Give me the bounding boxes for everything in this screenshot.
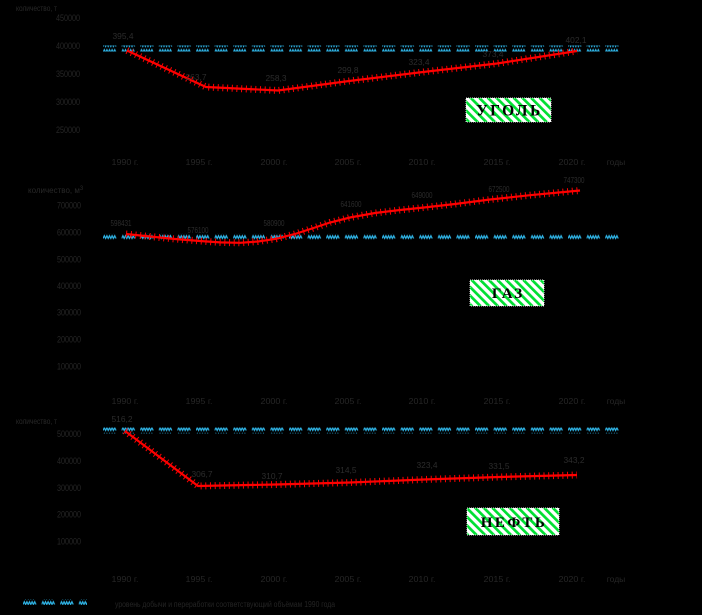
svg-text:2005 г.: 2005 г. [335,396,362,406]
svg-text:2010 г.: 2010 г. [409,396,436,406]
svg-text:500000: 500000 [57,255,81,266]
svg-text:1995 г.: 1995 г. [186,396,213,406]
svg-text:количество, м3: количество, м3 [28,186,84,195]
svg-text:343,2: 343,2 [564,455,585,465]
svg-text:323,4: 323,4 [417,460,438,470]
svg-text:306,7: 306,7 [192,469,213,479]
svg-text:395,4: 395,4 [113,31,134,41]
svg-text:годы: годы [607,574,626,584]
svg-text:2005 г.: 2005 г. [335,157,362,167]
svg-text:450000: 450000 [56,13,80,24]
svg-text:516,2: 516,2 [112,414,133,424]
svg-text:годы: годы [607,396,626,406]
svg-text:1990 г.: 1990 г. [112,574,139,584]
svg-text:2010 г.: 2010 г. [409,574,436,584]
svg-text:331,5: 331,5 [489,461,510,471]
svg-text:2000 г.: 2000 г. [261,574,288,584]
svg-text:400000: 400000 [57,456,81,467]
svg-text:400000: 400000 [57,281,81,292]
svg-text:1990 г.: 1990 г. [112,396,139,406]
svg-text:300000: 300000 [56,97,80,108]
svg-text:1995 г.: 1995 г. [186,574,213,584]
svg-text:НЕФТЬ: НЕФТЬ [481,515,548,531]
svg-text:200000: 200000 [57,335,81,346]
svg-text:2015 г.: 2015 г. [484,396,511,406]
svg-text:2005 г.: 2005 г. [335,574,362,584]
svg-text:300000: 300000 [57,308,81,319]
svg-text:576100: 576100 [188,225,209,235]
svg-text:количество, т: количество, т [16,4,57,13]
svg-text:500000: 500000 [57,429,81,440]
svg-text:672500: 672500 [489,184,510,194]
svg-text:100000: 100000 [57,537,81,548]
svg-text:580900: 580900 [264,218,285,228]
svg-text:641600: 641600 [341,199,362,209]
svg-text:400000: 400000 [56,41,80,52]
svg-text:годы: годы [607,157,626,167]
svg-text:402,1: 402,1 [566,35,587,45]
svg-text:2000 г.: 2000 г. [261,396,288,406]
svg-text:2000 г.: 2000 г. [261,157,288,167]
svg-text:649000: 649000 [412,190,433,200]
svg-text:299,8: 299,8 [338,65,359,75]
svg-text:2010 г.: 2010 г. [409,157,436,167]
svg-text:314,5: 314,5 [336,465,357,475]
svg-text:350000: 350000 [56,69,80,80]
svg-text:ГАЗ: ГАЗ [492,286,524,302]
svg-text:598431: 598431 [111,218,132,228]
svg-text:300000: 300000 [57,483,81,494]
svg-text:747300: 747300 [564,175,585,185]
svg-text:323,4: 323,4 [409,57,430,67]
svg-text:2020 г.: 2020 г. [559,157,586,167]
svg-text:600000: 600000 [57,228,81,239]
svg-text:310,7: 310,7 [262,471,283,481]
svg-text:2015 г.: 2015 г. [484,574,511,584]
svg-text:УГОЛЬ: УГОЛЬ [476,103,542,120]
svg-text:1990 г.: 1990 г. [112,157,139,167]
svg-text:258,3: 258,3 [266,73,287,83]
svg-text:263,7: 263,7 [186,72,207,82]
svg-text:2020 г.: 2020 г. [559,574,586,584]
svg-text:1995 г.: 1995 г. [186,157,213,167]
svg-text:уровень добычи и переработки с: уровень добычи и переработки соответству… [115,600,335,609]
svg-text:200000: 200000 [57,510,81,521]
svg-text:2020 г.: 2020 г. [559,396,586,406]
svg-text:250000: 250000 [56,125,80,136]
svg-text:373,4: 373,4 [483,49,504,59]
svg-text:2015 г.: 2015 г. [484,157,511,167]
svg-text:100000: 100000 [57,362,81,373]
svg-text:количество, т: количество, т [16,417,57,426]
svg-text:700000: 700000 [57,201,81,212]
